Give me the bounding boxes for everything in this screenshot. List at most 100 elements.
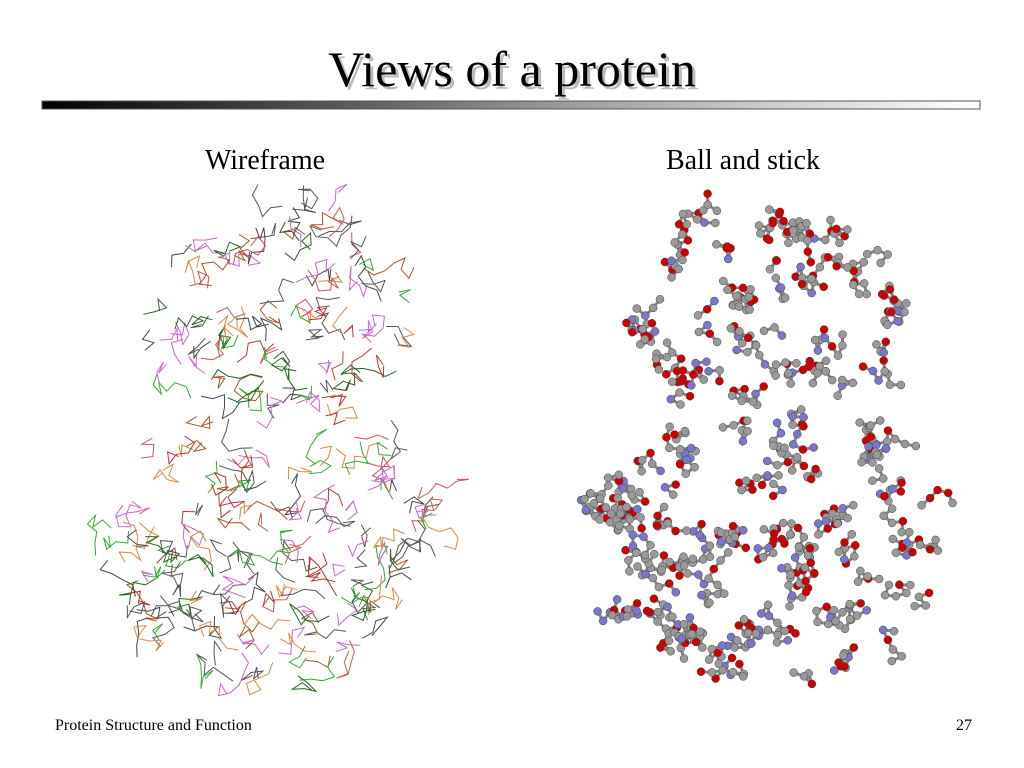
ball <box>880 590 890 600</box>
ball <box>821 356 831 366</box>
wire-bond <box>372 528 405 550</box>
wire-bond <box>163 549 181 564</box>
wire-bond <box>118 521 142 563</box>
ball <box>737 396 747 406</box>
wire-bond <box>218 465 255 494</box>
ball <box>856 599 865 608</box>
ball <box>604 481 613 490</box>
ball <box>678 366 688 375</box>
wire-bond <box>287 207 301 234</box>
ball <box>819 325 829 334</box>
ball <box>627 491 636 500</box>
ball <box>898 543 907 552</box>
wire-bond <box>210 368 263 380</box>
ball <box>823 524 832 533</box>
ball <box>745 305 754 314</box>
ball <box>799 532 809 542</box>
wire-bond <box>317 359 332 374</box>
ball <box>712 206 722 216</box>
ball <box>723 285 732 295</box>
ball <box>897 527 907 537</box>
ball <box>798 445 808 454</box>
ball <box>900 439 910 449</box>
wire-bond <box>284 473 302 516</box>
wire-bond <box>219 592 236 618</box>
wire-bond <box>232 541 255 575</box>
wire-bond <box>287 466 313 480</box>
ball <box>872 450 882 460</box>
stick <box>793 671 814 685</box>
wire-bond <box>221 418 253 452</box>
ball <box>777 564 786 573</box>
ball <box>659 551 669 560</box>
ball <box>792 453 802 462</box>
ball <box>831 616 840 626</box>
wire-bond <box>136 617 149 658</box>
wire-bond <box>278 626 306 655</box>
ball <box>628 541 638 551</box>
wire-bond <box>239 501 255 520</box>
ball <box>911 441 921 451</box>
ball <box>931 535 940 545</box>
ball <box>756 229 765 238</box>
ball <box>671 480 680 489</box>
wire-bond <box>187 528 205 549</box>
ball <box>660 483 670 492</box>
wire-bond <box>217 652 249 697</box>
ball <box>778 485 787 495</box>
ball <box>607 610 617 620</box>
wire-bond <box>414 502 437 520</box>
ball <box>751 389 760 399</box>
ball <box>603 473 613 483</box>
wire-bond <box>152 373 192 399</box>
ball <box>581 505 591 515</box>
wire-bond <box>335 441 381 469</box>
wire-bond <box>328 206 345 238</box>
ball <box>815 262 825 272</box>
wire-bond <box>282 387 303 404</box>
stick <box>732 663 747 678</box>
ball <box>812 606 821 616</box>
wire-bond <box>140 437 155 459</box>
wire-bond <box>337 602 359 627</box>
wire-bond <box>204 460 218 494</box>
wire-bond <box>133 624 165 652</box>
ball <box>768 548 778 558</box>
ball <box>704 574 713 583</box>
ball <box>740 384 749 394</box>
ball <box>689 370 698 379</box>
ball <box>840 662 849 671</box>
ball <box>849 643 859 652</box>
wire-bond <box>244 480 267 492</box>
wire-bond <box>417 478 469 500</box>
ball <box>822 602 831 612</box>
ball <box>917 500 926 510</box>
wire-bond <box>283 368 308 391</box>
wire-bond <box>270 350 291 372</box>
wire-bond <box>183 616 223 639</box>
ball <box>734 621 744 630</box>
ball <box>891 591 901 601</box>
wire-bond <box>115 500 142 528</box>
ball <box>797 279 807 289</box>
wire-bond <box>292 185 317 213</box>
ball <box>683 569 692 578</box>
ball <box>691 637 701 647</box>
wire-bond <box>336 640 355 679</box>
wire-bond <box>388 554 409 574</box>
ball <box>810 568 819 578</box>
slide-title: Views of a protein <box>328 41 696 97</box>
ball <box>771 360 781 369</box>
wire-bond <box>289 216 302 247</box>
wire-bond <box>315 296 340 310</box>
wire-bond <box>300 611 320 635</box>
ball <box>806 257 816 267</box>
ball <box>780 443 789 453</box>
ball <box>835 238 844 248</box>
ball <box>790 553 800 562</box>
ball <box>737 338 747 348</box>
wire-bond <box>247 227 266 265</box>
wire-bond <box>354 549 368 568</box>
wire-bond <box>232 235 267 266</box>
